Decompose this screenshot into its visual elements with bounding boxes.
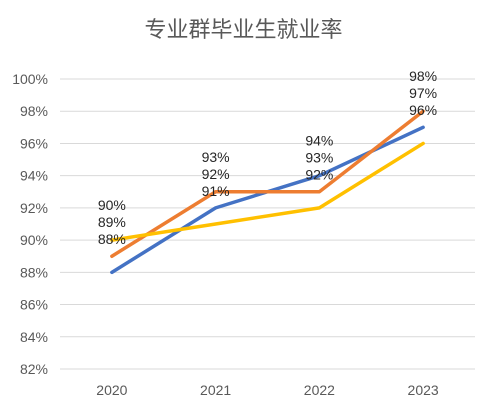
data-label: 89% xyxy=(98,214,126,230)
y-tick-label: 90% xyxy=(20,232,48,248)
data-label: 97% xyxy=(409,85,437,101)
chart-title: 专业群毕业生就业率 xyxy=(144,18,343,43)
y-tick-label: 98% xyxy=(20,103,48,119)
y-tick-label: 86% xyxy=(20,297,48,313)
data-label: 90% xyxy=(98,197,126,213)
data-label: 92% xyxy=(305,167,333,183)
y-tick-label: 88% xyxy=(20,264,48,280)
data-label: 92% xyxy=(202,166,230,182)
y-tick-label: 84% xyxy=(20,329,48,345)
x-tick-label: 2021 xyxy=(200,382,231,398)
series-line-3 xyxy=(110,141,425,242)
data-label: 91% xyxy=(202,183,230,199)
x-tick-label: 2023 xyxy=(408,382,439,398)
x-tick-label: 2020 xyxy=(96,382,127,398)
data-label: 93% xyxy=(305,150,333,166)
y-tick-label: 94% xyxy=(20,168,48,184)
x-tick-label: 2022 xyxy=(304,382,335,398)
y-tick-label: 92% xyxy=(20,200,48,216)
data-label: 93% xyxy=(202,149,230,165)
data-label: 88% xyxy=(98,231,126,247)
series-line-2 xyxy=(110,109,425,258)
data-label: 98% xyxy=(409,68,437,84)
data-label: 96% xyxy=(409,102,437,118)
data-label: 94% xyxy=(305,133,333,149)
y-tick-label: 96% xyxy=(20,135,48,151)
y-tick-label: 100% xyxy=(12,71,48,87)
y-tick-label: 82% xyxy=(20,361,48,377)
